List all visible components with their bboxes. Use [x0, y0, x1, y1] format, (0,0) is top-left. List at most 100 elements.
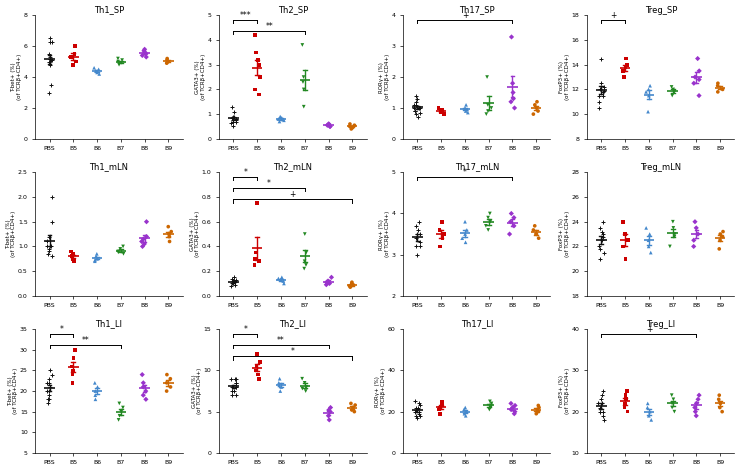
- Point: [322, 277, 334, 285]
- Point: [299, 230, 311, 238]
- Point: [689, 404, 701, 411]
- Point: [617, 243, 629, 250]
- Point: [343, 282, 355, 290]
- Point: [533, 235, 545, 242]
- Point: [459, 218, 471, 226]
- Point: [596, 391, 608, 399]
- Point: [712, 88, 724, 96]
- Text: *: *: [59, 325, 64, 333]
- Point: [436, 402, 448, 409]
- Point: [667, 218, 679, 226]
- Point: [666, 404, 678, 411]
- Point: [688, 236, 700, 244]
- Point: [505, 98, 517, 106]
- Point: [347, 404, 359, 411]
- Point: [413, 410, 425, 417]
- Point: [409, 408, 421, 415]
- Text: *: *: [243, 325, 247, 333]
- Text: *: *: [291, 347, 295, 356]
- Point: [507, 89, 519, 96]
- Point: [689, 218, 701, 226]
- Point: [226, 114, 238, 122]
- Point: [253, 61, 265, 68]
- Point: [664, 243, 676, 250]
- Point: [505, 218, 517, 226]
- Point: [297, 73, 309, 81]
- Point: [642, 404, 653, 411]
- Point: [693, 391, 705, 399]
- Point: [621, 61, 633, 68]
- Point: [275, 387, 286, 395]
- Point: [411, 98, 423, 106]
- Point: [227, 118, 239, 125]
- Point: [229, 115, 241, 123]
- Text: ***: ***: [240, 11, 251, 20]
- Point: [717, 228, 729, 236]
- Title: Th1_LI: Th1_LI: [95, 319, 122, 329]
- Y-axis label: T-bet+ (%)
(of TCRβ+CD4+): T-bet+ (%) (of TCRβ+CD4+): [7, 368, 18, 414]
- Point: [666, 400, 678, 407]
- Point: [413, 218, 425, 226]
- Point: [410, 404, 422, 411]
- Point: [47, 371, 58, 378]
- Point: [251, 363, 263, 370]
- Point: [326, 274, 337, 281]
- Point: [297, 385, 309, 392]
- Point: [323, 120, 334, 128]
- Point: [41, 243, 53, 250]
- Point: [164, 233, 175, 240]
- Point: [434, 410, 446, 417]
- Point: [687, 243, 699, 250]
- Point: [410, 101, 422, 109]
- Title: Th2_SP: Th2_SP: [278, 6, 308, 15]
- Point: [89, 379, 101, 387]
- Point: [164, 383, 176, 391]
- Point: [668, 408, 680, 415]
- Point: [667, 86, 679, 93]
- Point: [226, 387, 238, 395]
- Point: [253, 375, 265, 382]
- Point: [598, 416, 610, 423]
- Point: [620, 55, 632, 62]
- Point: [227, 280, 239, 287]
- Point: [529, 222, 541, 229]
- Point: [43, 58, 55, 65]
- Point: [276, 114, 288, 122]
- Point: [138, 379, 149, 387]
- Point: [408, 104, 420, 112]
- Point: [690, 408, 702, 415]
- Point: [297, 103, 309, 111]
- Point: [668, 88, 680, 96]
- Point: [713, 245, 725, 252]
- Point: [644, 408, 656, 415]
- Y-axis label: FoxP3+ (%)
(of TCRβ+CD4+): FoxP3+ (%) (of TCRβ+CD4+): [559, 54, 571, 100]
- Point: [409, 107, 421, 115]
- Point: [461, 408, 473, 415]
- Point: [505, 406, 517, 414]
- Point: [226, 103, 238, 111]
- Y-axis label: FoxP3+ (%)
(of TCRβ+CD4+): FoxP3+ (%) (of TCRβ+CD4+): [559, 211, 570, 257]
- Point: [45, 57, 57, 64]
- Point: [349, 408, 360, 415]
- Point: [507, 80, 519, 87]
- Point: [410, 92, 422, 99]
- Point: [482, 101, 494, 109]
- Point: [411, 251, 423, 259]
- Point: [508, 214, 519, 221]
- Point: [43, 89, 55, 96]
- Point: [508, 95, 519, 103]
- Point: [89, 257, 101, 264]
- Point: [619, 391, 631, 399]
- Point: [531, 230, 542, 238]
- Point: [460, 404, 471, 411]
- Point: [409, 107, 421, 115]
- Point: [714, 400, 726, 407]
- Point: [411, 414, 423, 422]
- Point: [460, 101, 472, 109]
- Point: [666, 83, 678, 91]
- Point: [230, 116, 242, 124]
- Point: [596, 400, 608, 407]
- Point: [47, 218, 58, 226]
- Point: [229, 278, 241, 286]
- Point: [438, 110, 450, 118]
